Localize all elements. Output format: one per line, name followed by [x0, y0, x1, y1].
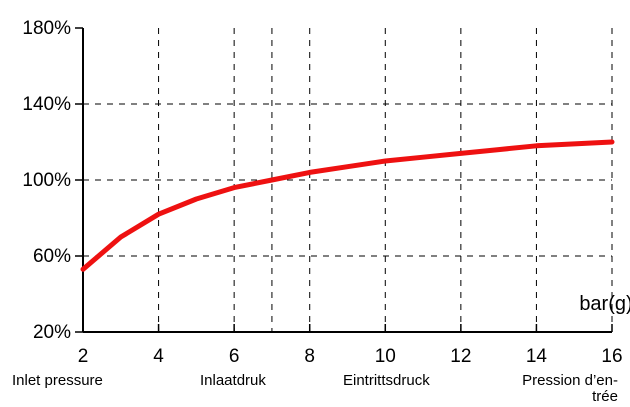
x-tick-label-10: 10	[375, 346, 396, 367]
caption-eintrittsdruck: Eintrittsdruck	[343, 372, 430, 389]
y-tick-label-60: 60%	[33, 246, 71, 267]
x-tick-label-8: 8	[304, 346, 315, 367]
caption-pression-line1: Pression d’en-	[522, 372, 618, 389]
x-tick-label-16: 16	[601, 346, 622, 367]
x-unit-label: bar(g)	[579, 293, 630, 315]
series-group	[80, 139, 615, 272]
x-tick-label-12: 12	[450, 346, 471, 367]
x-tick-label-6: 6	[229, 346, 240, 367]
grid-lines	[83, 28, 613, 332]
y-tick-labels: 20% 60% 100% 140% 180%	[22, 18, 71, 343]
x-tick-label-14: 14	[526, 346, 548, 367]
caption-inlaatdruk: Inlaatdruk	[200, 372, 266, 389]
caption-inlet-pressure: Inlet pressure	[12, 372, 103, 389]
caption-pression-line2: trée	[592, 388, 618, 405]
y-tick-label-180: 180%	[22, 18, 71, 39]
x-tick-label-2: 2	[78, 346, 89, 367]
x-tick-label-4: 4	[153, 346, 164, 367]
caption-pression-dentree: Pression d’en- trée	[522, 373, 618, 405]
series-line-0	[80, 139, 615, 272]
y-tick-label-20: 20%	[33, 322, 71, 343]
y-tick-label-140: 140%	[22, 94, 71, 115]
axes	[75, 27, 613, 333]
y-tick-label-100: 100%	[22, 170, 71, 191]
x-tick-labels: 2 4 6 8 10 12 14 16	[78, 346, 623, 367]
